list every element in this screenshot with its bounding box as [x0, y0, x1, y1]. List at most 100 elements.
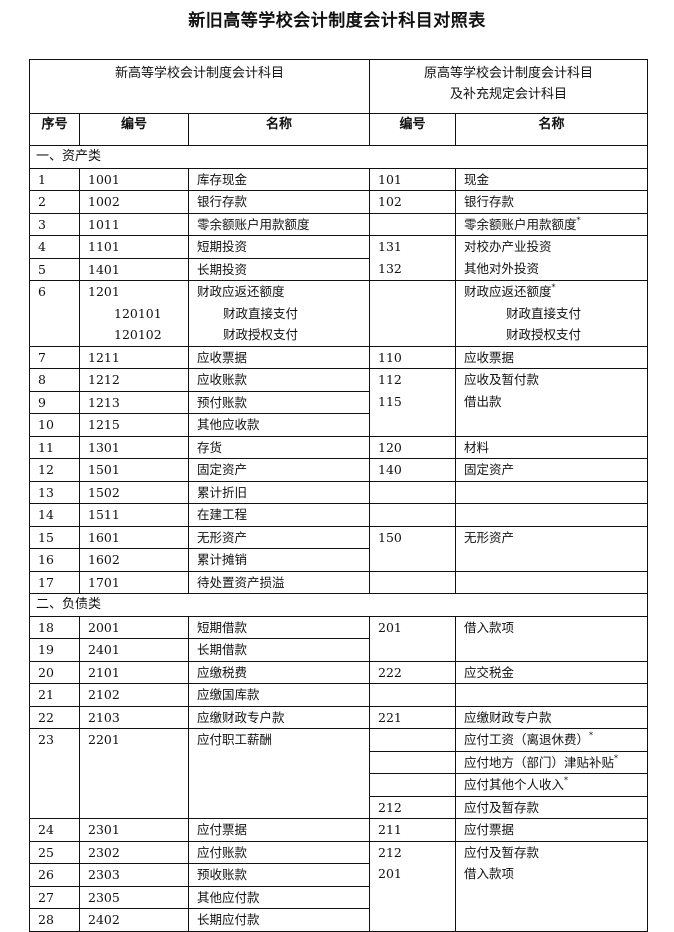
sub-account-code: 120101 [114, 305, 162, 321]
old-name-cell: 应付地方（部门）津贴补贴* [454, 750, 649, 774]
old-account-name: 其他对外投资 [464, 260, 540, 276]
seq-number: 21 [38, 687, 54, 702]
old-name-cell: 材料 [454, 435, 649, 459]
old-code-cell [369, 212, 456, 236]
old-account-code: 150 [378, 529, 402, 545]
account-code: 1701 [88, 574, 120, 590]
table-row: 8 1212 应收账款 112 115 应收及暂付款 借出款 [29, 368, 649, 437]
old-account-name: 应交税金 [464, 664, 515, 680]
seq-number: 12 [38, 462, 54, 477]
seq-cell: 5 [29, 257, 80, 281]
account-code: 1601 [88, 529, 120, 545]
old-account-code: 140 [378, 462, 402, 477]
old-code-cell: 221 [369, 705, 456, 729]
old-account-name: 对校办产业投资 [464, 239, 552, 254]
account-code: 2305 [88, 889, 120, 905]
seq-number: 24 [38, 822, 54, 837]
seq-cell: 7 [29, 345, 80, 369]
old-account-code: 102 [378, 194, 402, 209]
seq-number: 25 [38, 844, 54, 860]
seq-cell: 19 [29, 638, 80, 662]
table-row: 10 1215 其他应收款 [29, 413, 648, 437]
old-name-cell: 对校办产业投资 其他对外投资 [454, 235, 649, 281]
sub-account-code: 120102 [114, 327, 162, 342]
seq-cell: 11 [29, 435, 80, 459]
code-cell: 2103 [79, 705, 189, 729]
code-cell: 1011 [79, 212, 189, 236]
table-row: 6 1201 120101 120102 财政应返还额度 财政直接支付 财政授权支付 财政应… [29, 280, 649, 347]
old-code-cell [369, 728, 456, 752]
old-code-cell [369, 280, 456, 347]
old-code-cell [369, 503, 456, 527]
account-name: 应缴国库款 [197, 687, 260, 702]
old-code-cell: 110 [369, 345, 456, 369]
old-name-cell: 应收及暂付款 借出款 [454, 368, 649, 437]
code-cell: 1511 [79, 503, 189, 527]
name-cell: 累计折旧 [188, 480, 370, 504]
old-code-cell: 102 [369, 190, 456, 214]
old-account-code [378, 752, 455, 774]
old-code-cell [369, 773, 456, 797]
section-row: 一、资产类 [28, 145, 649, 169]
seq-cell: 24 [29, 818, 80, 842]
table-row: 1 1001 库存现金 101 现金 [29, 167, 649, 191]
seq-number: 9 [38, 394, 46, 410]
old-account-code: 131 [378, 239, 402, 254]
name-cell: 应缴财政专户款 [188, 705, 370, 729]
account-name: 短期投资 [197, 239, 248, 254]
account-name: 存货 [197, 439, 223, 455]
account-code: 2101 [88, 664, 120, 680]
account-name: 其他应付款 [197, 889, 260, 905]
table-row: 11 1301 存货 120 材料 [29, 435, 649, 459]
old-account-code: 212 [378, 799, 402, 815]
account-mapping-table: 新高等学校会计制度会计科目 原高等学校会计制度会计科目 及补充规定会计科目 序号… [28, 59, 649, 932]
code-cell: 1213 [79, 390, 189, 414]
old-code-cell: 212 201 [369, 840, 456, 932]
old-code-cell: 131 132 [369, 235, 456, 281]
sub-account-name: 财政授权支付 [223, 327, 299, 342]
old-code-cell: 101 [369, 167, 456, 191]
table-row: 25 2302 应付账款 212 201 应付及暂存款 借入款项 [29, 840, 649, 932]
document-title: 新旧高等学校会计制度会计科目对照表 [188, 11, 486, 31]
old-name-cell: 应收票据 [454, 345, 649, 369]
account-code: 1602 [88, 552, 120, 567]
account-code: 2001 [88, 619, 120, 635]
seq-cell: 21 [29, 683, 80, 707]
section-title: 一、资产类 [28, 145, 649, 169]
old-accounts-header: 原高等学校会计制度会计科目 及补充规定会计科目 [368, 59, 649, 114]
seq-number: 19 [38, 642, 54, 657]
seq-number: 1 [38, 171, 46, 187]
old-name-cell [454, 570, 649, 594]
old-account-name: 应收及暂付款 [464, 372, 540, 387]
account-name: 在建工程 [197, 507, 248, 522]
old-code-cell: 120 [369, 435, 456, 459]
old-code-cell: 201 [369, 615, 456, 662]
old-account-name: 应缴财政专户款 [464, 709, 552, 725]
seq-number: 7 [38, 349, 46, 365]
col-old-name: 名称 [454, 113, 649, 146]
old-name-cell: 零余额账户用款额度* [454, 212, 649, 236]
code-cell: 1601 [79, 525, 189, 549]
table-row: 应付其他个人收入* [30, 773, 649, 797]
code-cell: 1501 [79, 458, 189, 482]
name-cell: 库存现金 [188, 167, 370, 191]
seq-cell: 3 [29, 212, 80, 236]
seq-cell: 16 [29, 548, 80, 572]
table-row: 14 1511 在建工程 [29, 503, 649, 527]
account-code: 1201 [88, 284, 120, 299]
account-code: 2401 [88, 642, 120, 657]
account-name: 长期借款 [197, 642, 248, 657]
account-name: 银行存款 [197, 194, 248, 209]
name-cell: 零余额账户用款额度 [188, 212, 370, 236]
account-name: 累计摊销 [197, 552, 248, 567]
account-code: 1501 [88, 462, 120, 477]
seq-cell: 8 [29, 368, 80, 392]
old-name-cell: 应付其他个人收入* [454, 773, 649, 797]
account-name: 其他应收款 [197, 417, 260, 432]
col-old-code: 编号 [369, 113, 456, 146]
col-code: 编号 [79, 113, 189, 146]
code-cell: 2101 [79, 660, 189, 684]
name-cell: 银行存款 [188, 190, 370, 214]
seq-cell: 9 [29, 390, 80, 414]
old-sub-account-name: 财政直接支付 [506, 305, 582, 321]
